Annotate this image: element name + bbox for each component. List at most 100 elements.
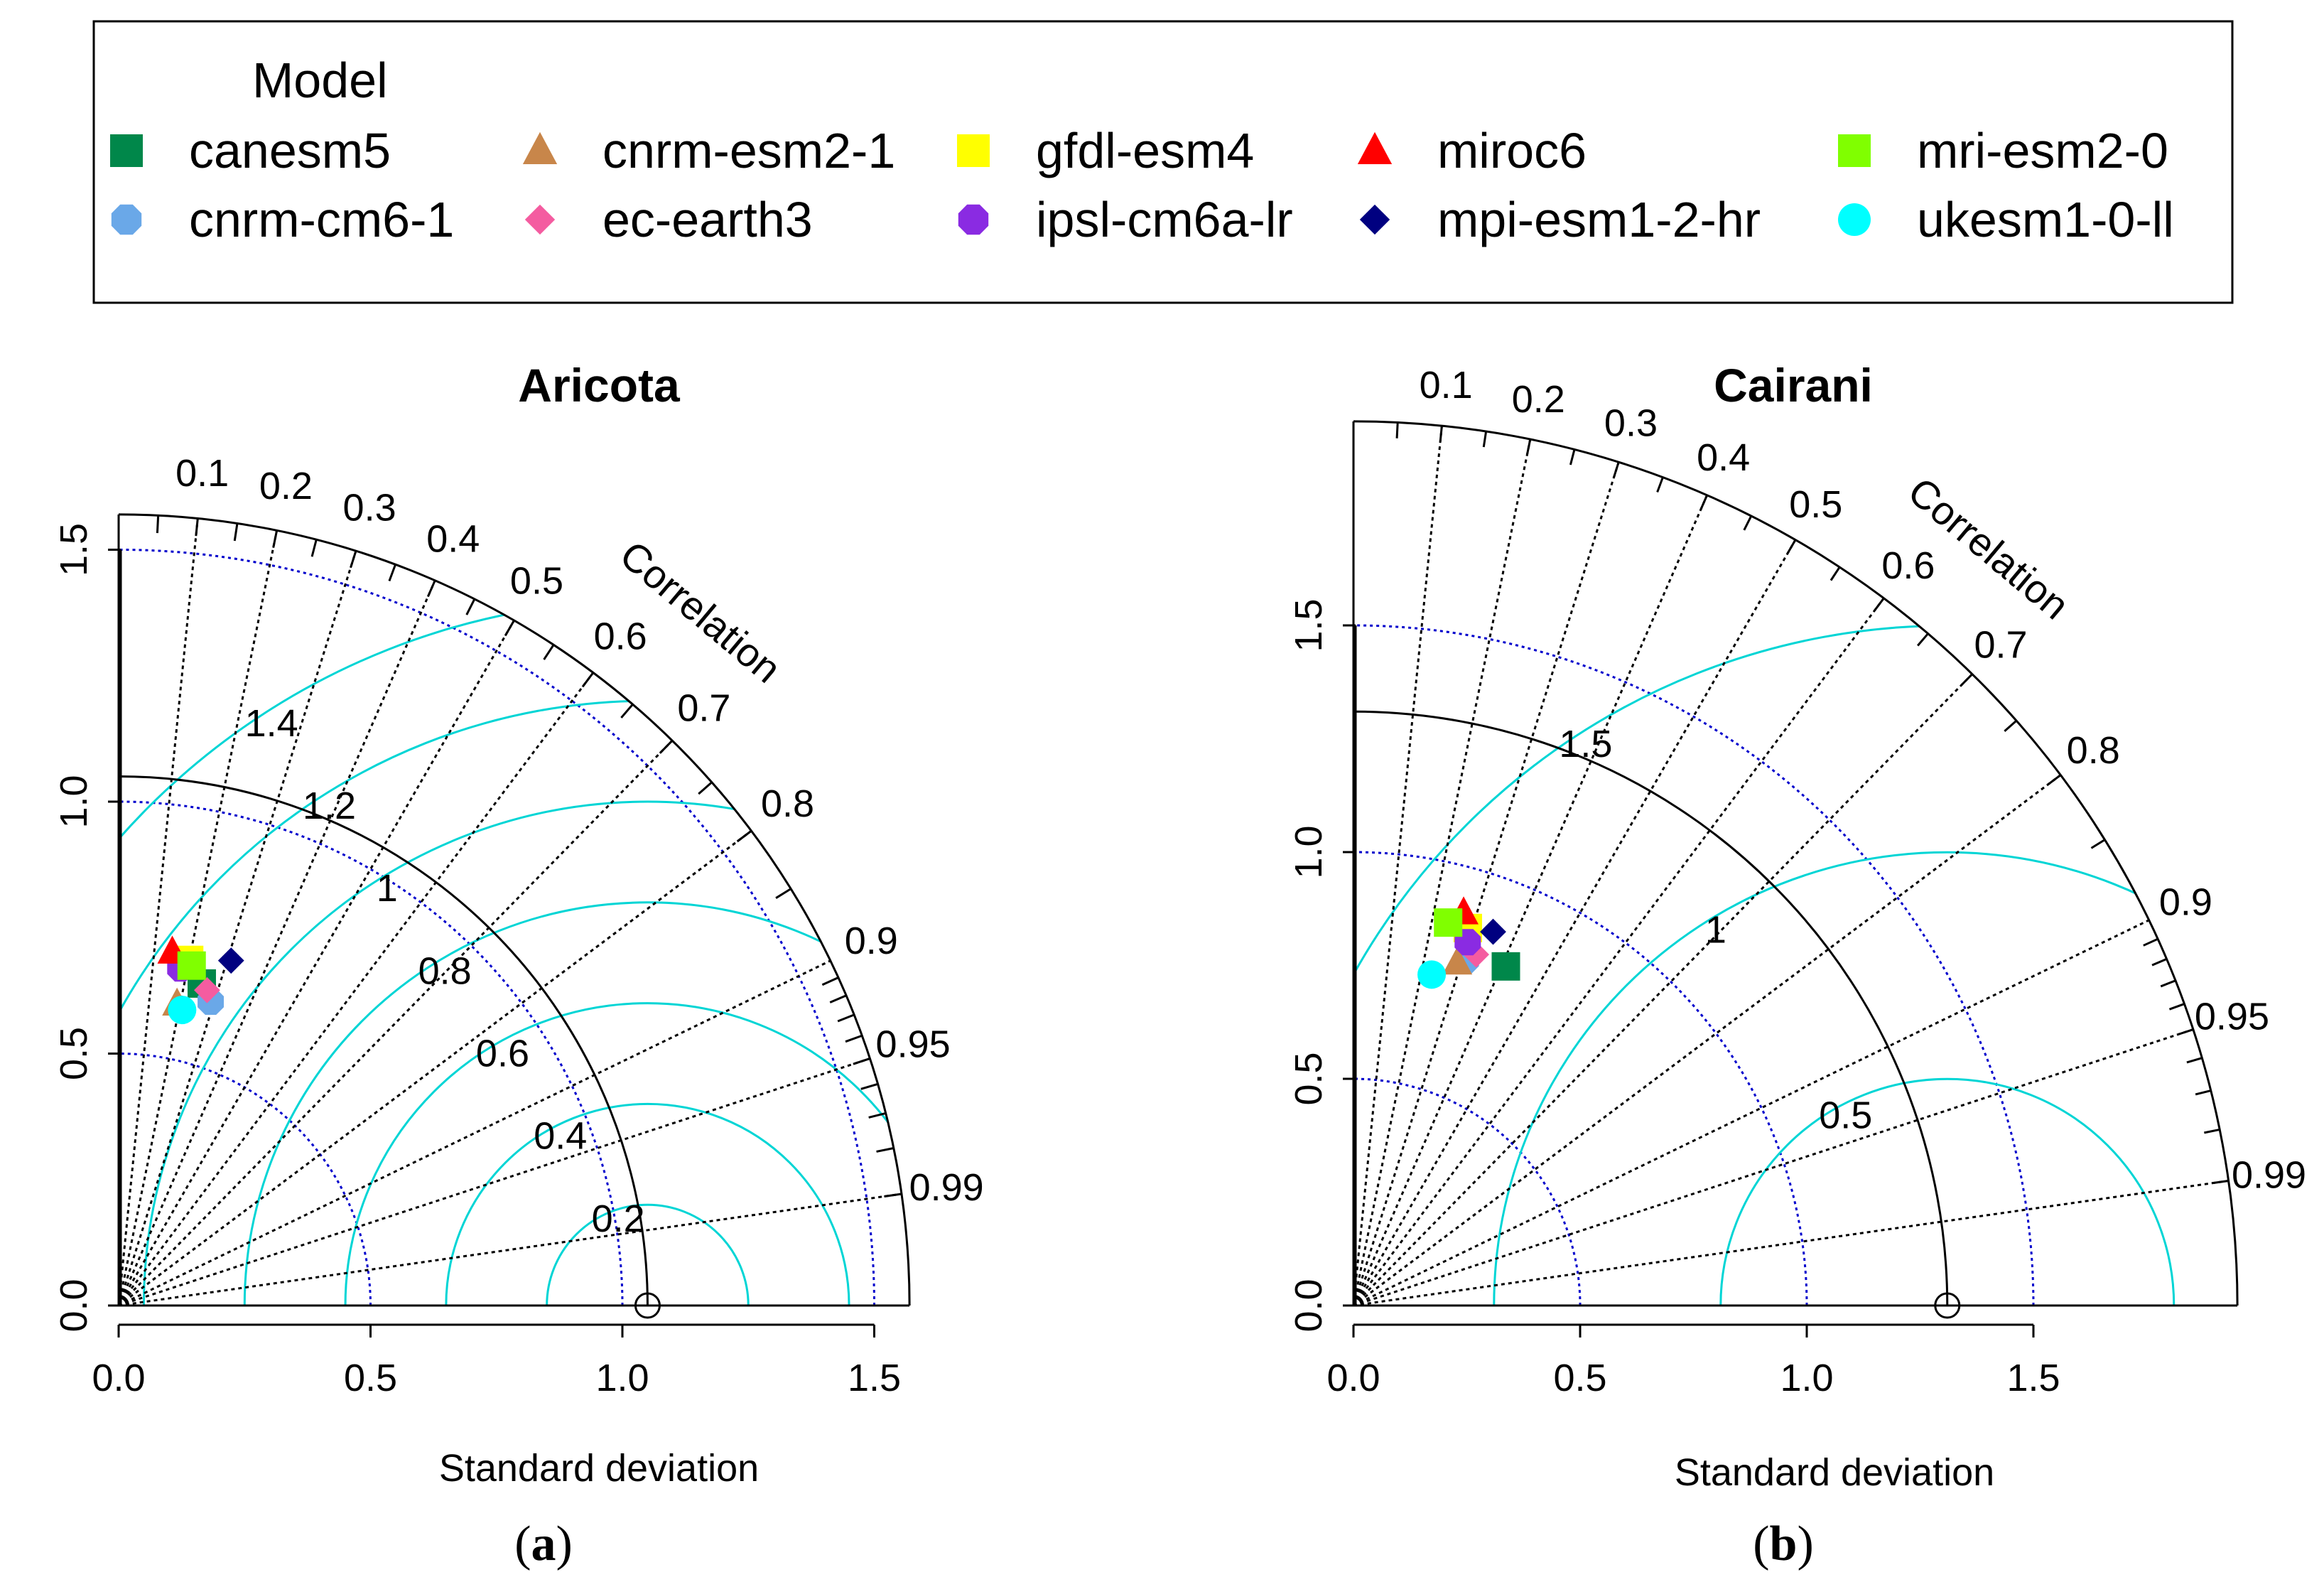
correlation-label: 0.1	[1420, 364, 1473, 407]
cnrm-esm2-1-point	[1442, 946, 1473, 975]
correlation-tick	[2004, 719, 2018, 733]
correlation-tick	[845, 1034, 863, 1043]
correlation-label: 0.2	[1512, 378, 1565, 421]
observed-sd-arc	[1353, 710, 1949, 1306]
legend-label: gfdl-esm4	[1036, 123, 1254, 178]
correlation-tick	[2143, 937, 2158, 947]
correlation-ticks	[1395, 422, 2229, 1185]
rms-label: 0.2	[592, 1197, 645, 1240]
correlation-tick	[829, 994, 847, 1003]
ec-earth3-point	[1463, 941, 1490, 968]
correlation-tick	[310, 539, 318, 557]
correlation-line	[1352, 539, 1797, 1306]
x-tick-label: 0.0	[92, 1357, 145, 1399]
correlation-label: 0.7	[1974, 624, 2028, 667]
correlation-label: 0.7	[677, 687, 730, 729]
y-tick-label: 0.5	[1287, 1052, 1330, 1105]
rms-label: 1.2	[303, 785, 356, 827]
correlation-label: 0.95	[876, 1023, 951, 1066]
rms-label: 0.8	[418, 949, 472, 992]
correlation-tick	[1830, 566, 1841, 581]
x-axis-label: Standard deviation	[1675, 1451, 1994, 1494]
correlation-tick	[868, 1112, 887, 1119]
legend-item: canesm5	[110, 123, 391, 178]
panel-caption: (a)	[514, 1517, 573, 1571]
ukesm1-0-ll-point	[1417, 960, 1447, 989]
correlation-line	[117, 740, 674, 1307]
correlation-tick	[2186, 1057, 2203, 1064]
rms-labels: 0.5 1 1.5	[1559, 723, 1872, 1137]
cnrm-esm2-1-legend-marker	[522, 131, 558, 165]
legend-item: gfdl-esm4	[957, 123, 1254, 178]
legend-item: mpi-esm1-2-hr	[1359, 192, 1761, 247]
y-tick-label: 1.5	[53, 523, 95, 576]
correlation-tick	[2204, 1128, 2220, 1134]
legend-frame	[92, 20, 2234, 304]
correlation-tick	[1786, 539, 1797, 554]
x-axis-label: Standard deviation	[439, 1447, 759, 1490]
correlation-line	[1352, 495, 1709, 1306]
correlation-label: 0.9	[2159, 881, 2212, 924]
ukesm1-0-ll-legend-marker	[1838, 203, 1871, 236]
correlation-tick	[2195, 1089, 2212, 1096]
mri-esm2-0-point	[1434, 908, 1463, 937]
correlation-label: 0.3	[1604, 402, 1658, 444]
correlation-label: 0.4	[1697, 436, 1750, 479]
model-points	[1417, 896, 1520, 989]
legend-items: canesm5 cnrm-cm6-1 cnrm-esm2-1 ec-earth3 gfd…	[110, 123, 2174, 247]
outer-arc	[1353, 420, 2239, 1306]
x-tick-label: 1.0	[1780, 1357, 1833, 1399]
y-tick-label: 0.0	[53, 1279, 95, 1332]
axes: 0.0 0.0 0.5 0.5 1.0 1.0 1.5 1.5	[53, 523, 901, 1399]
correlation-tick	[2160, 979, 2176, 988]
taylor-plot: 0.00.00.50.51.01.01.51.50.1 0.20.30.40.50…	[53, 452, 984, 1399]
correlation-label: 0.6	[594, 615, 647, 657]
ukesm1-0-ll-point	[168, 996, 197, 1025]
correlation-tick	[195, 518, 199, 537]
x-tick-label: 1.5	[2006, 1357, 2060, 1399]
miroc6-legend-marker	[1357, 131, 1393, 165]
x-tick-label: 0.5	[1553, 1357, 1606, 1399]
taylor-plot: 0.00.00.50.51.01.01.51.50.1 0.20.30.40.50…	[1287, 364, 2306, 1399]
rms-arc	[142, 800, 910, 1306]
rms-labels: 0.20.40.60.8 1 1.21.4	[245, 702, 645, 1240]
correlation-line	[1352, 597, 1885, 1306]
taylor-panel-aricota: Aricota 0.00.00.50.51.01.01.51.50.1 0.20.…	[53, 359, 984, 1571]
mri-esm2-0-legend-marker	[1838, 134, 1871, 167]
x-tick-label: 0.0	[1326, 1357, 1380, 1399]
correlation-tick	[853, 1057, 870, 1065]
correlation-label: 0.8	[2067, 729, 2120, 772]
legend-item: ipsl-cm6a-lr	[958, 192, 1293, 247]
correlation-labels: 0.1 0.2 0.3 0.4 0.5 0.6 0.7 0.8 0.9 0.95 0.99	[175, 452, 984, 1209]
sd-reference-arc	[118, 1053, 372, 1306]
ec-earth3-legend-marker	[524, 204, 556, 235]
correlation-label: 0.9	[845, 920, 898, 962]
correlation-tick	[860, 1082, 879, 1090]
ec-earth3-point	[194, 976, 220, 1003]
rms-label: 0.6	[476, 1033, 529, 1075]
axes: 0.0 0.0 0.5 0.5 1.0 1.0 1.5 1.5	[1287, 598, 2060, 1399]
correlation-ticks	[156, 515, 902, 1197]
x-tick-label: 0.5	[344, 1357, 397, 1399]
correlation-label: 0.4	[426, 517, 480, 560]
correlation-tick	[1569, 449, 1576, 465]
correlation-tick	[884, 1193, 902, 1197]
legend-label: ipsl-cm6a-lr	[1036, 192, 1293, 247]
observed-sd-arc	[118, 775, 649, 1306]
correlation-tick	[2168, 1003, 2185, 1011]
legend-item: ukesm1-0-ll	[1838, 192, 2174, 247]
correlation-line	[1353, 919, 2150, 1307]
x-tick-label: 1.5	[848, 1357, 901, 1399]
correlation-tick	[465, 598, 476, 615]
legend-item: ec-earth3	[524, 192, 813, 247]
sd-reference-arc	[1353, 851, 1808, 1306]
correlation-line	[118, 1057, 870, 1307]
correlation-axis-title: Correlation	[612, 532, 789, 691]
correlation-tick	[837, 1013, 855, 1023]
legend-label: cnrm-esm2-1	[602, 123, 895, 178]
mpi-esm1-2-hr-point	[217, 947, 244, 974]
legend-item: miroc6	[1357, 123, 1587, 178]
cnrm-cm6-1-legend-marker	[111, 204, 142, 235]
taylor-panel-cairani: Cairani 0.00.00.50.51.01.01.51.50.1 0.20.…	[1287, 359, 2306, 1571]
y-tick-label: 1.0	[53, 775, 95, 828]
